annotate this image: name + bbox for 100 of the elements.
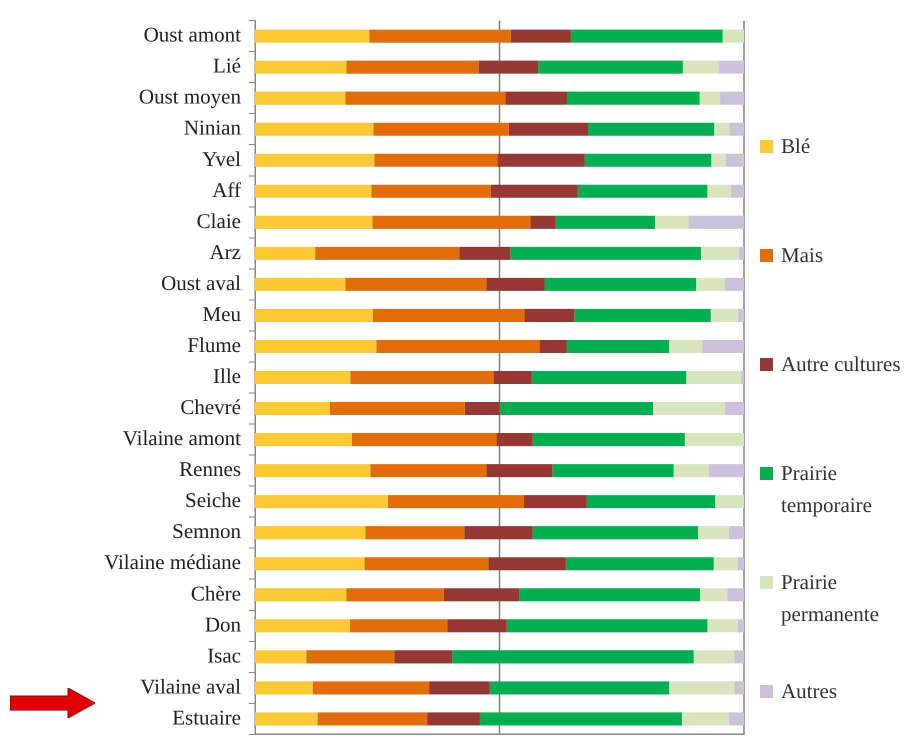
bar <box>686 370 742 384</box>
bar <box>255 154 374 167</box>
bar <box>682 60 720 74</box>
bar <box>255 557 365 570</box>
bar <box>694 650 734 664</box>
bar <box>490 184 578 198</box>
bar <box>447 619 507 632</box>
bar <box>370 464 486 478</box>
bar <box>255 122 374 136</box>
bar <box>352 433 497 446</box>
bar <box>255 184 372 198</box>
bar <box>486 278 544 291</box>
bar <box>544 278 696 291</box>
bar <box>255 402 330 416</box>
bar <box>318 712 428 726</box>
bar <box>715 495 744 508</box>
bar <box>734 650 744 664</box>
bar <box>532 526 698 540</box>
bar <box>696 278 725 291</box>
bar <box>255 340 376 353</box>
bar <box>711 154 726 167</box>
bar <box>707 184 731 198</box>
bar <box>346 60 479 74</box>
bar <box>714 122 730 136</box>
bar <box>729 122 744 136</box>
bar <box>255 433 352 446</box>
bar <box>532 433 685 446</box>
bar <box>586 495 716 508</box>
y-tick-label: Estuaire <box>172 705 241 730</box>
y-tick-label: Claie <box>196 208 241 233</box>
y-tick-label: Vilaine aval <box>140 674 242 698</box>
bar <box>700 588 728 602</box>
bar <box>700 246 740 260</box>
bar <box>510 30 571 43</box>
bar <box>366 526 464 540</box>
bar <box>566 340 670 353</box>
y-tick-label: Yvel <box>202 146 242 171</box>
bar <box>350 370 494 384</box>
y-tick-label: Lié <box>213 54 241 78</box>
bar <box>255 526 366 540</box>
bar <box>255 464 370 478</box>
bar <box>394 650 452 664</box>
bar <box>741 370 744 384</box>
y-tick-label: Ninian <box>184 116 242 140</box>
bar <box>674 464 709 478</box>
bar <box>464 526 533 540</box>
y-tick-label: Chevré <box>180 395 241 420</box>
bar <box>722 30 744 43</box>
bar <box>669 681 734 694</box>
bar <box>532 370 686 384</box>
bar <box>566 557 714 570</box>
bar <box>255 619 350 632</box>
bar <box>698 526 729 540</box>
bar <box>427 712 480 726</box>
bar <box>552 464 674 478</box>
bar <box>726 154 744 167</box>
bar <box>255 60 346 74</box>
bar <box>720 92 744 105</box>
y-tick-label: Arz <box>210 240 241 264</box>
bar <box>459 246 510 260</box>
bar <box>486 464 552 478</box>
bar <box>306 650 394 664</box>
y-tick-label: Meu <box>202 302 242 326</box>
bar <box>255 650 306 664</box>
bar <box>714 557 738 570</box>
bar <box>702 340 744 353</box>
bar <box>655 216 688 229</box>
bar <box>738 308 744 322</box>
bar <box>480 712 682 726</box>
y-tick-label: Seiche <box>185 488 241 512</box>
bar <box>444 588 520 602</box>
bar <box>429 681 490 694</box>
bar <box>364 557 488 570</box>
bar <box>255 30 370 43</box>
bar <box>519 588 700 602</box>
bar <box>724 278 744 291</box>
bar <box>374 154 498 167</box>
bar <box>376 340 540 353</box>
bar <box>345 92 506 105</box>
bar <box>372 216 530 229</box>
bar <box>530 216 556 229</box>
y-tick-label: Vilaine médiane <box>104 550 241 574</box>
bar <box>488 557 566 570</box>
y-tick-label: Oust aval <box>161 270 242 295</box>
y-tick-label: Oust amont <box>144 22 242 47</box>
bar <box>738 619 744 632</box>
bar <box>255 712 318 726</box>
y-tick-label: Isac <box>207 643 241 668</box>
bar <box>739 246 744 260</box>
y-tick-label: Chère <box>190 581 241 606</box>
legend-label: Autre cultures <box>781 351 901 378</box>
y-tick-label: Rennes <box>179 457 241 482</box>
legend-label: Prairie permanente <box>781 569 880 628</box>
bar <box>682 712 729 726</box>
bar <box>255 92 346 105</box>
bar <box>255 308 373 322</box>
legend-label: Prairie temporaire <box>781 460 873 519</box>
y-tick-label: Oust moyen <box>138 84 242 109</box>
bar <box>556 216 655 229</box>
bar <box>524 495 587 508</box>
